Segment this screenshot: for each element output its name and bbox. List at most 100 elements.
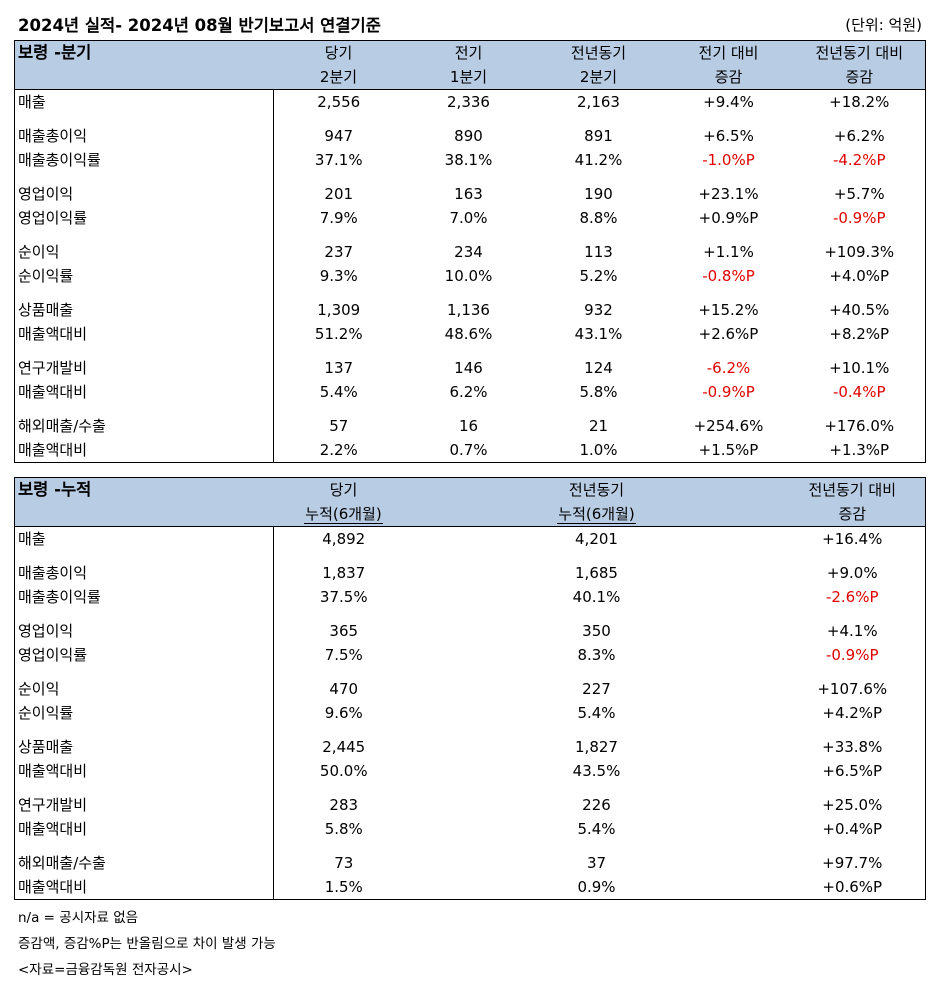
row-label: 해외매출/수출 [14,414,274,438]
cumulative-header-row-2: 누적(6개월) 누적(6개월) 증감 [14,502,926,527]
table-cell: +107.6% [817,680,888,698]
row-label: 영업이익 [14,619,274,643]
table-cell: -0.9%P [702,383,755,401]
table-cell: 43.1% [574,325,623,343]
col-subheader: 1분기 [403,65,534,90]
table-row: 해외매출/수출 57 16 21 +254.6% +176.0% [14,414,926,438]
row-label: 매출액대비 [14,759,274,783]
row-label: 매출총이익률 [14,148,274,172]
table-row: 매출액대비 5.8% 5.4% +0.4%P [14,817,926,841]
spacer-cell [14,667,274,677]
table-row: 순이익률 9.6% 5.4% +4.2%P [14,701,926,725]
table-cell: 73 [334,854,354,872]
table-cell: 470 [329,680,359,698]
spacer-cell [14,404,274,414]
row-label: 영업이익률 [14,206,274,230]
col-subheader: 증감 [779,502,926,527]
row-label: 매출액대비 [14,380,274,404]
spacer-cell [14,346,274,356]
table-cell: 8.3% [577,646,616,664]
group-spacer [14,346,926,356]
table-cell: -1.0%P [702,151,755,169]
table-cell: -6.2% [706,359,751,377]
table-cell: 1.5% [324,878,363,896]
quarter-header-row: 보령 -분기 당기 전기 전년동기 전기 대비 전년동기 대비 [14,40,926,65]
spacer-cell [274,725,926,735]
quarter-table-name: 보령 -분기 [14,40,274,65]
table-cell: +8.2%P [829,325,890,343]
row-label: 매출 [14,89,274,114]
table-cell: 137 [324,359,354,377]
table-cell: -0.9%P [832,209,886,227]
spacer-cell [274,841,926,851]
spacer-cell [14,114,274,124]
table-cell: +6.5%P [822,762,883,780]
col-subheader: 누적(6개월) [413,502,780,527]
table-cell: +1.3%P [829,441,890,459]
col-header: 전년동기 [413,477,780,502]
table-cell: 9.3% [319,267,358,285]
spacer-cell [14,725,274,735]
row-label: 영업이익 [14,182,274,206]
row-label: 매출총이익 [14,561,274,585]
table-cell: 890 [454,127,483,145]
table-cell: 237 [324,243,354,261]
spacer-cell [14,288,274,298]
table-cell: +4.1% [826,622,878,640]
table-cell: 2,163 [577,93,620,111]
table-cell: +0.9%P [698,209,759,227]
row-label: 순이익률 [14,264,274,288]
spacer-cell [14,551,274,561]
table-cell: +109.3% [824,243,895,261]
table-cell: 124 [584,359,613,377]
table-cell: +6.5% [703,127,754,145]
spacer-cell [14,172,274,182]
table-cell: 190 [584,185,613,203]
col-header: 전년동기 대비 [793,40,926,65]
row-label: 상품매출 [14,735,274,759]
cumulative-table: 보령 -누적 당기 전년동기 전년동기 대비 누적(6개월) 누적(6개월) 증… [14,477,926,900]
table-cell: +5.7% [833,185,885,203]
table-cell: 4,892 [322,530,366,548]
row-label: 순이익률 [14,701,274,725]
col-header: 전기 [403,40,534,65]
table-cell: 2,556 [317,93,361,111]
spacer-cell [14,783,274,793]
spacer-cell [274,346,926,356]
table-cell: +10.1% [829,359,890,377]
table-cell: -2.6%P [825,588,879,606]
row-label: 매출액대비 [14,875,274,900]
table-row: 매출액대비 5.4% 6.2% 5.8% -0.9%P -0.4%P [14,380,926,404]
table-cell: 2,445 [322,738,366,756]
group-spacer [14,114,926,124]
table-cell: 227 [582,680,611,698]
table-cell: +254.6% [693,417,764,435]
table-cell: +16.4% [822,530,883,548]
table-cell: 10.0% [444,267,493,285]
col-header: 당기 [273,477,414,502]
spacer-cell [274,667,926,677]
table-cell: 1,827 [575,738,618,756]
table-cell: 5.2% [579,267,618,285]
table-cell: 350 [582,622,611,640]
row-label: 매출액대비 [14,322,274,346]
table-row: 연구개발비 283 226 +25.0% [14,793,926,817]
table-cell: 163 [454,185,483,203]
table-cell: 891 [584,127,613,145]
group-spacer [14,172,926,182]
table-cell: 146 [454,359,483,377]
row-label: 매출 [14,526,274,551]
table-row: 매출액대비 1.5% 0.9% +0.6%P [14,875,926,900]
table-cell: 932 [584,301,613,319]
note-na: n/a = 공시자료 없음 [18,910,139,926]
table-cell: 5.8% [324,820,363,838]
table-cell: 57 [329,417,349,435]
table-row: 순이익 237 234 113 +1.1% +109.3% [14,240,926,264]
table-row: 매출총이익률 37.5% 40.1% -2.6%P [14,585,926,609]
spacer-cell [274,551,926,561]
table-cell: 37 [586,854,607,872]
table-cell: +176.0% [824,417,895,435]
row-label: 매출액대비 [14,438,274,463]
table-cell: +40.5% [829,301,890,319]
table-cell: 7.5% [324,646,363,664]
